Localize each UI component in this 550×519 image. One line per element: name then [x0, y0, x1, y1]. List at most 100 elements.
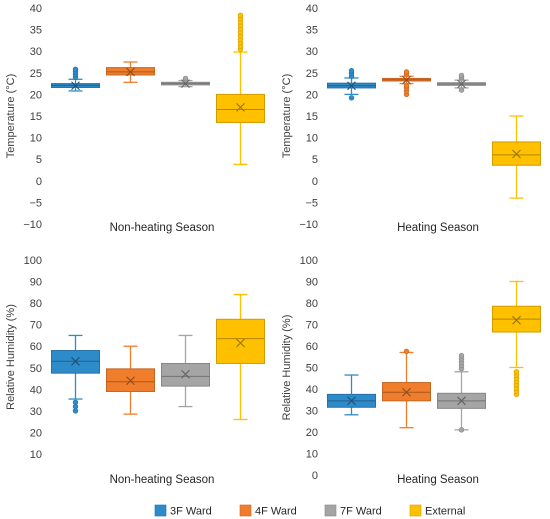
y-tick-label: 20: [30, 89, 42, 101]
y-axis-title: Relative Humidity (%): [5, 304, 17, 410]
legend-label: 3F Ward: [170, 506, 212, 518]
y-tick-label: −10: [299, 219, 318, 231]
legend: 3F Ward 4F Ward 7F Ward External: [154, 504, 465, 518]
y-tick-label: 40: [30, 3, 42, 15]
mean-marker: [402, 75, 411, 85]
y-tick-label: 10: [306, 133, 318, 145]
mean-marker: [71, 356, 80, 366]
mean-marker: [236, 102, 245, 112]
y-tick-label: 35: [30, 25, 42, 37]
y-tick-label: 5: [312, 154, 318, 166]
outlier-point: [458, 427, 465, 433]
box-3f-ward: [51, 66, 100, 92]
legend-item-external: External: [409, 504, 465, 518]
y-tick-label: 20: [306, 427, 318, 439]
box-7f-ward: [437, 352, 486, 433]
y-tick-label: 0: [36, 176, 42, 188]
legend-item-7f-ward: 7F Ward: [324, 504, 382, 518]
mean-marker: [512, 315, 521, 325]
box-external: [216, 293, 265, 421]
outlier-point: [403, 83, 410, 89]
y-tick-label: 40: [306, 3, 318, 15]
y-tick-label: 30: [30, 406, 42, 418]
mean-marker: [71, 81, 80, 91]
mean-marker: [347, 81, 356, 91]
y-tick-label: 70: [30, 320, 42, 332]
outlier-point: [348, 67, 355, 74]
y-tick-label: 80: [306, 298, 318, 310]
legend-label: 7F Ward: [340, 506, 382, 518]
y-tick-label: 0: [312, 470, 318, 482]
y-tick-label: 60: [30, 341, 42, 353]
box-4f-ward: [382, 348, 431, 429]
outlier-point: [458, 87, 465, 93]
y-tick-label: 30: [306, 406, 318, 418]
box-4f-ward: [106, 345, 155, 415]
y-tick-label: 10: [30, 449, 42, 461]
y-tick-label: 20: [306, 89, 318, 101]
y-tick-label: −5: [305, 197, 318, 209]
panel-4: 0 10 20 30 40 50 60 70 80 90 100 Relative Humidity …: [281, 255, 541, 486]
y-tick-label: 35: [306, 25, 318, 37]
box-3f-ward: [327, 67, 376, 101]
legend-swatch: [239, 504, 252, 517]
box-4f-ward: [382, 69, 431, 98]
outlier-point: [72, 66, 79, 73]
x-axis-label: Heating Season: [397, 474, 479, 486]
outlier-point: [182, 75, 189, 82]
y-tick-label: 70: [306, 320, 318, 332]
y-tick-label: 50: [30, 363, 42, 375]
y-tick-label: 80: [30, 298, 42, 310]
x-axis-label: Heating Season: [397, 222, 479, 234]
y-tick-label: 25: [30, 68, 42, 80]
panel-1: −10 −5 0 5 10 15 20 25 30 35 40 Temperature (°C) Non…: [5, 3, 265, 234]
y-tick-label: 25: [306, 68, 318, 80]
box-7f-ward: [161, 334, 210, 408]
mean-marker: [236, 338, 245, 348]
box-7f-ward: [161, 75, 210, 88]
outlier-point: [458, 352, 465, 359]
mean-marker: [512, 149, 521, 159]
box-7f-ward: [437, 72, 486, 93]
y-tick-label: 15: [306, 111, 318, 123]
mean-marker: [457, 396, 466, 406]
x-axis-label: Non-heating Season: [110, 474, 215, 486]
legend-swatch: [154, 504, 167, 517]
outlier-point: [458, 72, 465, 79]
y-tick-label: 40: [306, 384, 318, 396]
y-tick-label: 90: [30, 277, 42, 289]
legend-item-3f-ward: 3F Ward: [154, 504, 212, 518]
y-axis-title: Relative Humidity (%): [281, 315, 293, 421]
y-tick-label: 20: [30, 427, 42, 439]
y-tick-label: 30: [30, 46, 42, 58]
legend-label: External: [425, 506, 465, 518]
x-axis-label: Non-heating Season: [110, 222, 215, 234]
y-tick-label: −5: [29, 197, 42, 209]
y-tick-label: 30: [306, 46, 318, 58]
outlier-point: [348, 95, 355, 101]
mean-marker: [347, 396, 356, 406]
y-axis-title: Temperature (°C): [281, 74, 293, 158]
mean-marker: [181, 79, 190, 88]
box-3f-ward: [327, 374, 376, 416]
panel-2: −10 −5 0 5 10 15 20 25 30 35 40 Temperature (°C) Hea…: [281, 3, 541, 234]
y-tick-label: 15: [30, 111, 42, 123]
y-tick-label: 60: [306, 341, 318, 353]
outlier-point: [237, 12, 244, 19]
legend-label: 4F Ward: [255, 506, 297, 518]
box-external: [492, 280, 541, 398]
y-tick-label: −10: [23, 219, 42, 231]
y-tick-label: 5: [36, 154, 42, 166]
box-external: [216, 12, 265, 166]
y-tick-label: 100: [24, 255, 42, 267]
box-external: [492, 115, 541, 199]
mean-marker: [402, 387, 411, 397]
y-tick-label: 50: [306, 363, 318, 375]
mean-marker: [457, 79, 466, 89]
outlier-point: [403, 348, 410, 355]
y-tick-label: 0: [312, 176, 318, 188]
mean-marker: [181, 369, 190, 379]
box-4f-ward: [106, 61, 155, 83]
y-tick-label: 10: [30, 133, 42, 145]
